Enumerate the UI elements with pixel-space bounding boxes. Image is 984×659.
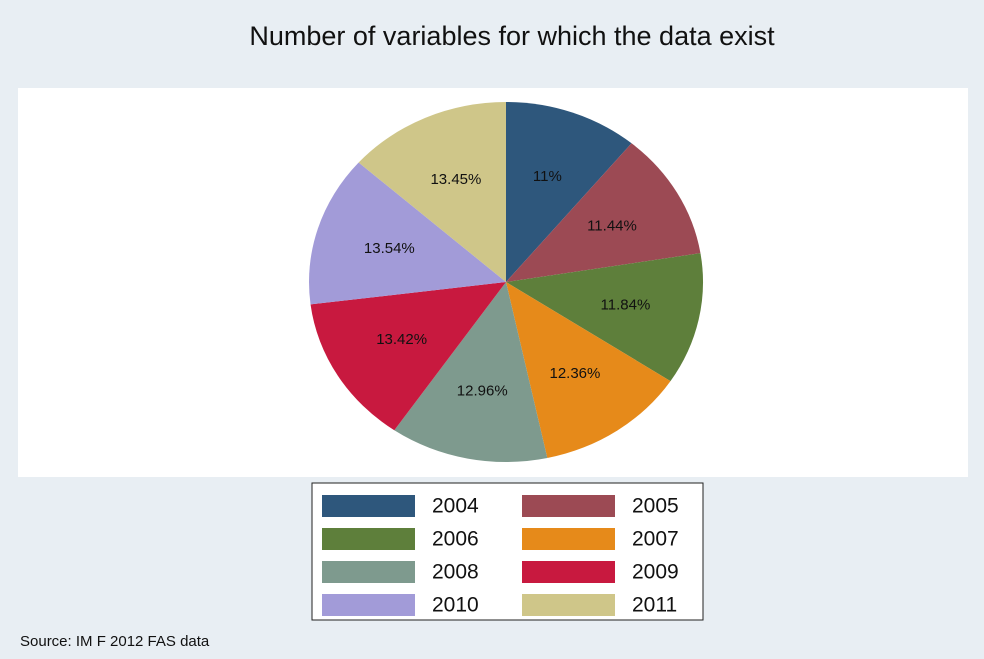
legend-swatch (522, 561, 615, 583)
pie-slice (310, 282, 506, 431)
pie-slice (394, 282, 548, 462)
data-label: 13.42% (376, 331, 427, 348)
data-label: 13.54% (364, 240, 415, 257)
legend-label: 2005 (632, 495, 679, 518)
pie-slice (506, 282, 671, 458)
data-label: 12.36% (549, 365, 600, 382)
legend-swatch (322, 528, 415, 550)
pie-slice (309, 162, 506, 305)
data-label: 13.45% (430, 171, 481, 188)
legend-swatch (522, 594, 615, 616)
legend-label: 2006 (432, 528, 479, 551)
data-label: 12.96% (457, 382, 508, 399)
pie-slice (506, 253, 703, 382)
legend-swatch (522, 528, 615, 550)
data-label: 11.84% (601, 296, 651, 313)
source-note: Source: IM F 2012 FAS data (20, 633, 210, 650)
legend-label: 2010 (432, 594, 479, 617)
legend-label: 2004 (432, 495, 479, 518)
data-label: 11.44% (587, 217, 637, 234)
pie-slice (506, 102, 632, 282)
data-label: 11% (533, 168, 562, 185)
legend-label: 2007 (632, 528, 679, 551)
chart-title: Number of variables for which the data e… (249, 21, 775, 51)
legend-swatch (322, 495, 415, 517)
legend-label: 2011 (632, 594, 677, 617)
legend-swatch (322, 561, 415, 583)
pie-slice (358, 102, 506, 282)
legend-label: 2009 (632, 561, 679, 584)
legend-swatch (522, 495, 615, 517)
legend-label: 2008 (432, 561, 479, 584)
pie-slice (506, 143, 701, 282)
legend-swatch (322, 594, 415, 616)
